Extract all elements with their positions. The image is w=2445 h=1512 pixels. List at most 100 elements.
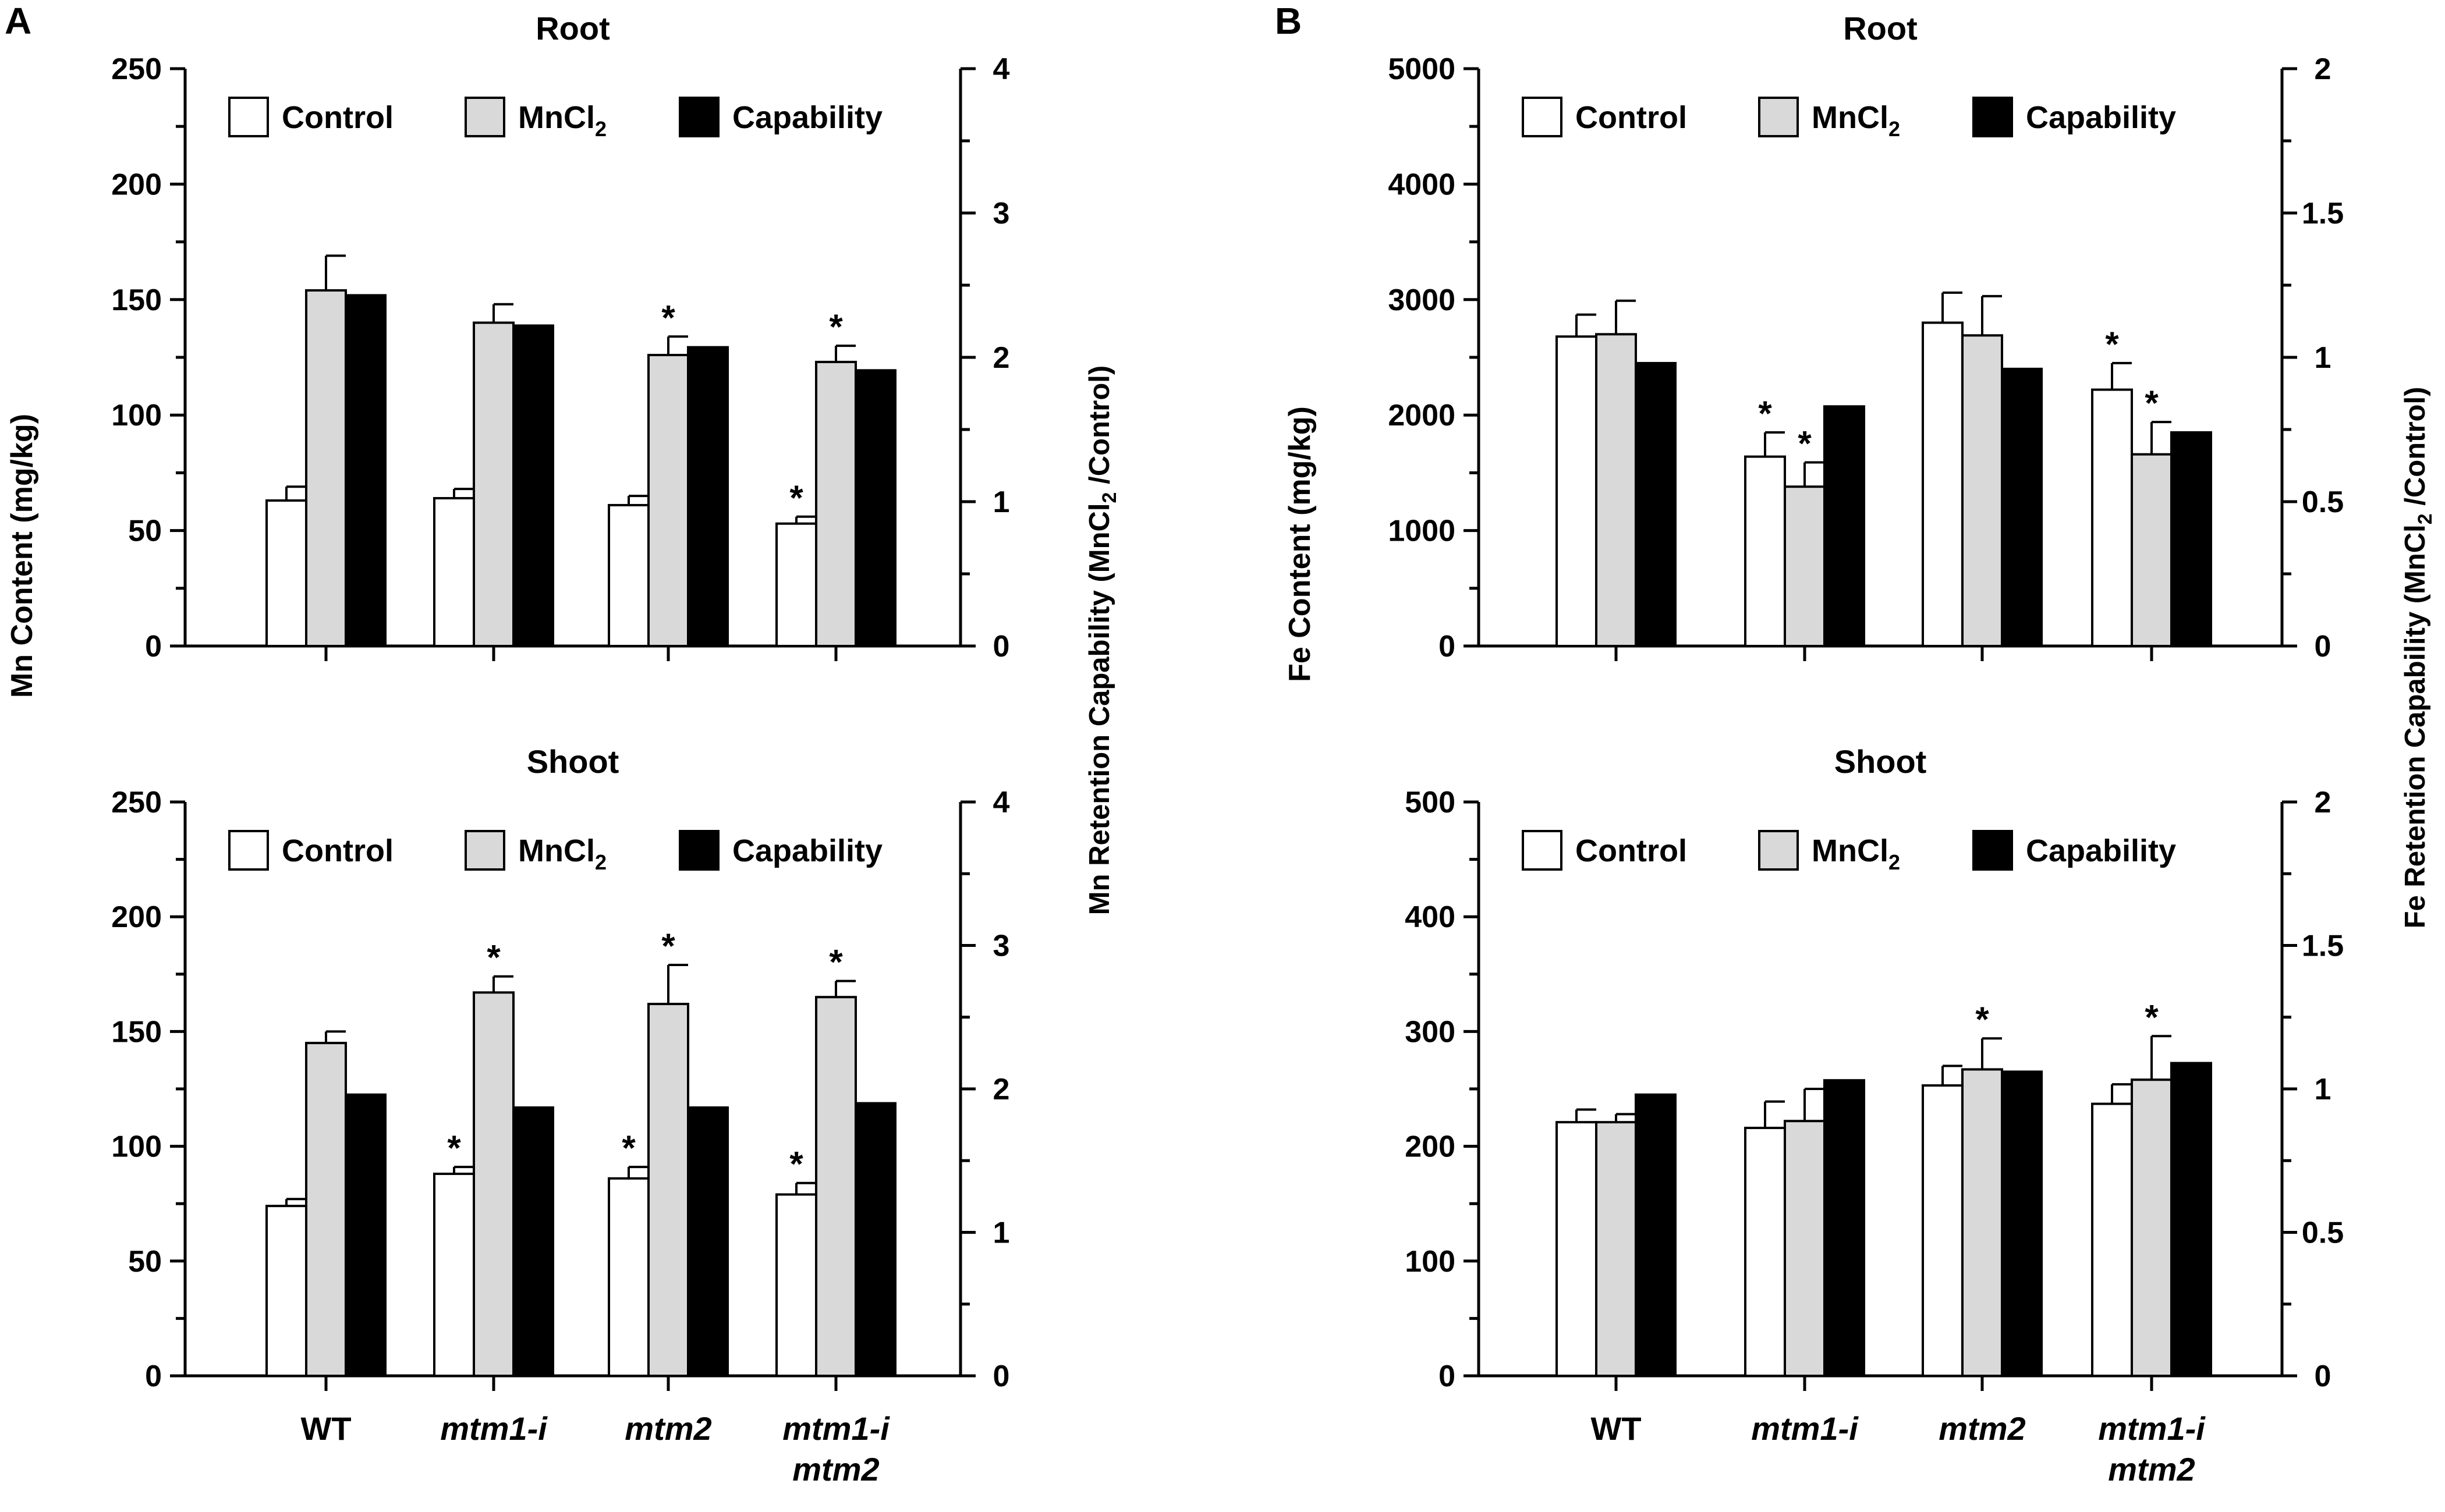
category-label: mtm1-i (782, 1410, 890, 1447)
bar-capability-b-root (1823, 405, 1865, 647)
legend-swatch-capability-b-shoot (1972, 830, 2013, 871)
right-tick-label-b-shoot: 0.5 (2302, 1216, 2344, 1250)
bar-control-a-shoot (775, 1193, 817, 1378)
legend-swatch-mncl2-a-shoot (465, 830, 505, 871)
bar-mncl2-b-root (1595, 333, 1637, 647)
bar-mncl2-b-shoot (1961, 1068, 2003, 1377)
left-tick-label-a-root: 0 (145, 630, 162, 663)
left-tick-label-b-root: 0 (1438, 630, 1455, 663)
right-tick-label-b-shoot: 2 (2315, 786, 2331, 819)
bar-control-a-root (433, 497, 475, 647)
right-tick-label-b-shoot: 1 (2315, 1073, 2331, 1106)
bar-control-a-root (775, 522, 817, 647)
right-tick-label-a-root: 2 (993, 341, 1010, 375)
bar-control-b-root (1555, 335, 1597, 647)
left-tick-label-a-shoot: 50 (128, 1245, 162, 1279)
bar-mncl2-b-shoot (2131, 1078, 2173, 1377)
category-label: mtm1-i (440, 1410, 548, 1447)
left-tick-label-b-shoot: 500 (1405, 786, 1455, 819)
bar-capability-a-root (345, 294, 387, 647)
left-tick-label-a-root: 250 (111, 52, 162, 86)
bar-capability-b-shoot (1823, 1079, 1865, 1377)
category-label: mtm1-i (1751, 1410, 1859, 1447)
bar-control-b-shoot (2091, 1102, 2133, 1377)
legend-swatch-control-b-shoot (1522, 830, 1562, 871)
bar-mncl2-a-shoot (647, 1003, 689, 1377)
legend-label-control-b-shoot: Control (1575, 833, 1687, 868)
chart-mn-root: Root 0 50 100 150 200 250 0 1 2 3 4 * * * Control MnCl2 C… (111, 10, 1009, 663)
category-label: mtm1-i (2098, 1410, 2206, 1447)
left-tick-label-b-root: 2000 (1388, 399, 1455, 432)
legend-label-control-a-root: Control (282, 100, 394, 135)
right-tick-label-b-root: 0.5 (2302, 485, 2344, 519)
right-tick-label-a-shoot: 0 (993, 1360, 1010, 1393)
significance-star-control-b-root: * (1758, 394, 1772, 433)
legend-swatch-control-a-root (228, 97, 269, 137)
legend-swatch-capability-a-root (679, 97, 720, 137)
bar-mncl2-a-shoot (305, 1042, 347, 1377)
bar-control-b-shoot (1744, 1127, 1786, 1377)
left-tick-label-a-shoot: 0 (145, 1360, 162, 1393)
bar-capability-a-shoot (855, 1102, 897, 1378)
bar-capability-a-shoot (512, 1106, 554, 1378)
significance-star-mncl2-a-shoot: * (661, 927, 675, 966)
bar-mncl2-a-root (815, 360, 857, 647)
category-axis-labels-a: WT mtm1-i mtm2 mtm1-i mtm2 (300, 1410, 890, 1488)
right-tick-label-a-shoot: 2 (993, 1073, 1010, 1106)
bar-mncl2-b-root (2131, 453, 2173, 647)
right-tick-label-b-shoot: 0 (2315, 1360, 2331, 1393)
bar-capability-b-shoot (2001, 1070, 2043, 1378)
category-label: WT (1590, 1410, 1641, 1447)
left-tick-label-a-shoot: 100 (111, 1130, 162, 1164)
right-tick-label-a-root: 1 (993, 485, 1010, 519)
bar-mncl2-a-shoot (815, 996, 857, 1377)
bar-control-a-shoot (433, 1172, 475, 1377)
significance-star-control-a-shoot: * (622, 1128, 636, 1167)
bar-mncl2-b-shoot (1784, 1120, 1826, 1377)
legend-swatch-mncl2-a-root (465, 97, 505, 137)
bar-mncl2-b-root (1784, 485, 1826, 647)
bar-mncl2-a-root (647, 354, 689, 647)
legend-swatch-control-b-root (1522, 97, 1562, 137)
chart-mn-shoot: Shoot 0 50 100 150 200 250 0 1 2 3 4 * * * * * * Control Mn… (111, 743, 1009, 1393)
right-tick-label-b-root: 2 (2315, 52, 2331, 86)
left-tick-label-b-root: 5000 (1388, 52, 1455, 86)
legend-label-capability-a-root: Capability (732, 100, 883, 135)
left-tick-label-b-shoot: 0 (1438, 1360, 1455, 1393)
bar-control-b-shoot (1555, 1121, 1597, 1377)
legend-swatch-capability-a-shoot (679, 830, 720, 871)
right-tick-label-b-shoot: 1.5 (2302, 929, 2344, 963)
legend-label-capability-b-root: Capability (2026, 100, 2176, 135)
legend-swatch-mncl2-b-root (1758, 97, 1799, 137)
significance-star-mncl2-b-root: * (1798, 424, 1812, 463)
bar-capability-a-shoot (345, 1093, 387, 1377)
bar-control-b-root (1744, 455, 1786, 648)
bar-capability-b-shoot (2170, 1062, 2212, 1377)
bar-control-b-root (2091, 388, 2133, 647)
left-tick-label-b-root: 4000 (1388, 168, 1455, 201)
category-axis-labels-b: WT mtm1-i mtm2 mtm1-i mtm2 (1590, 1410, 2206, 1488)
fe-right-axis-label: Fe Retention Capability (MnCl2 /Control) (2400, 387, 2436, 929)
legend-label-capability-b-shoot: Capability (2026, 833, 2176, 868)
significance-star-mncl2-a-root: * (829, 307, 843, 346)
left-tick-label-a-shoot: 200 (111, 900, 162, 934)
left-tick-label-b-root: 1000 (1388, 514, 1455, 548)
category-label: mtm2 (1939, 1410, 2025, 1447)
bar-mncl2-a-root (305, 289, 347, 648)
significance-star-mncl2-a-shoot: * (829, 943, 843, 982)
legend-label-mncl2-b-root: MnCl2 (1812, 100, 1900, 141)
significance-star-control-a-root: * (789, 478, 803, 517)
panel-label-b: B (1275, 0, 1302, 42)
chart-title-b-shoot: Shoot (1834, 743, 1927, 780)
bar-capability-b-root (1635, 361, 1677, 647)
right-tick-label-a-root: 4 (993, 52, 1010, 86)
bar-capability-b-root (2001, 367, 2043, 648)
chart-title-b-root: Root (1843, 10, 1918, 47)
legend-label-mncl2-a-root: MnCl2 (518, 100, 607, 141)
bar-mncl2-a-root (473, 321, 515, 647)
bar-capability-b-shoot (1635, 1093, 1677, 1377)
significance-star-control-a-shoot: * (789, 1145, 803, 1184)
chart-title-a-root: Root (536, 10, 610, 47)
bar-mncl2-a-shoot (473, 991, 515, 1378)
